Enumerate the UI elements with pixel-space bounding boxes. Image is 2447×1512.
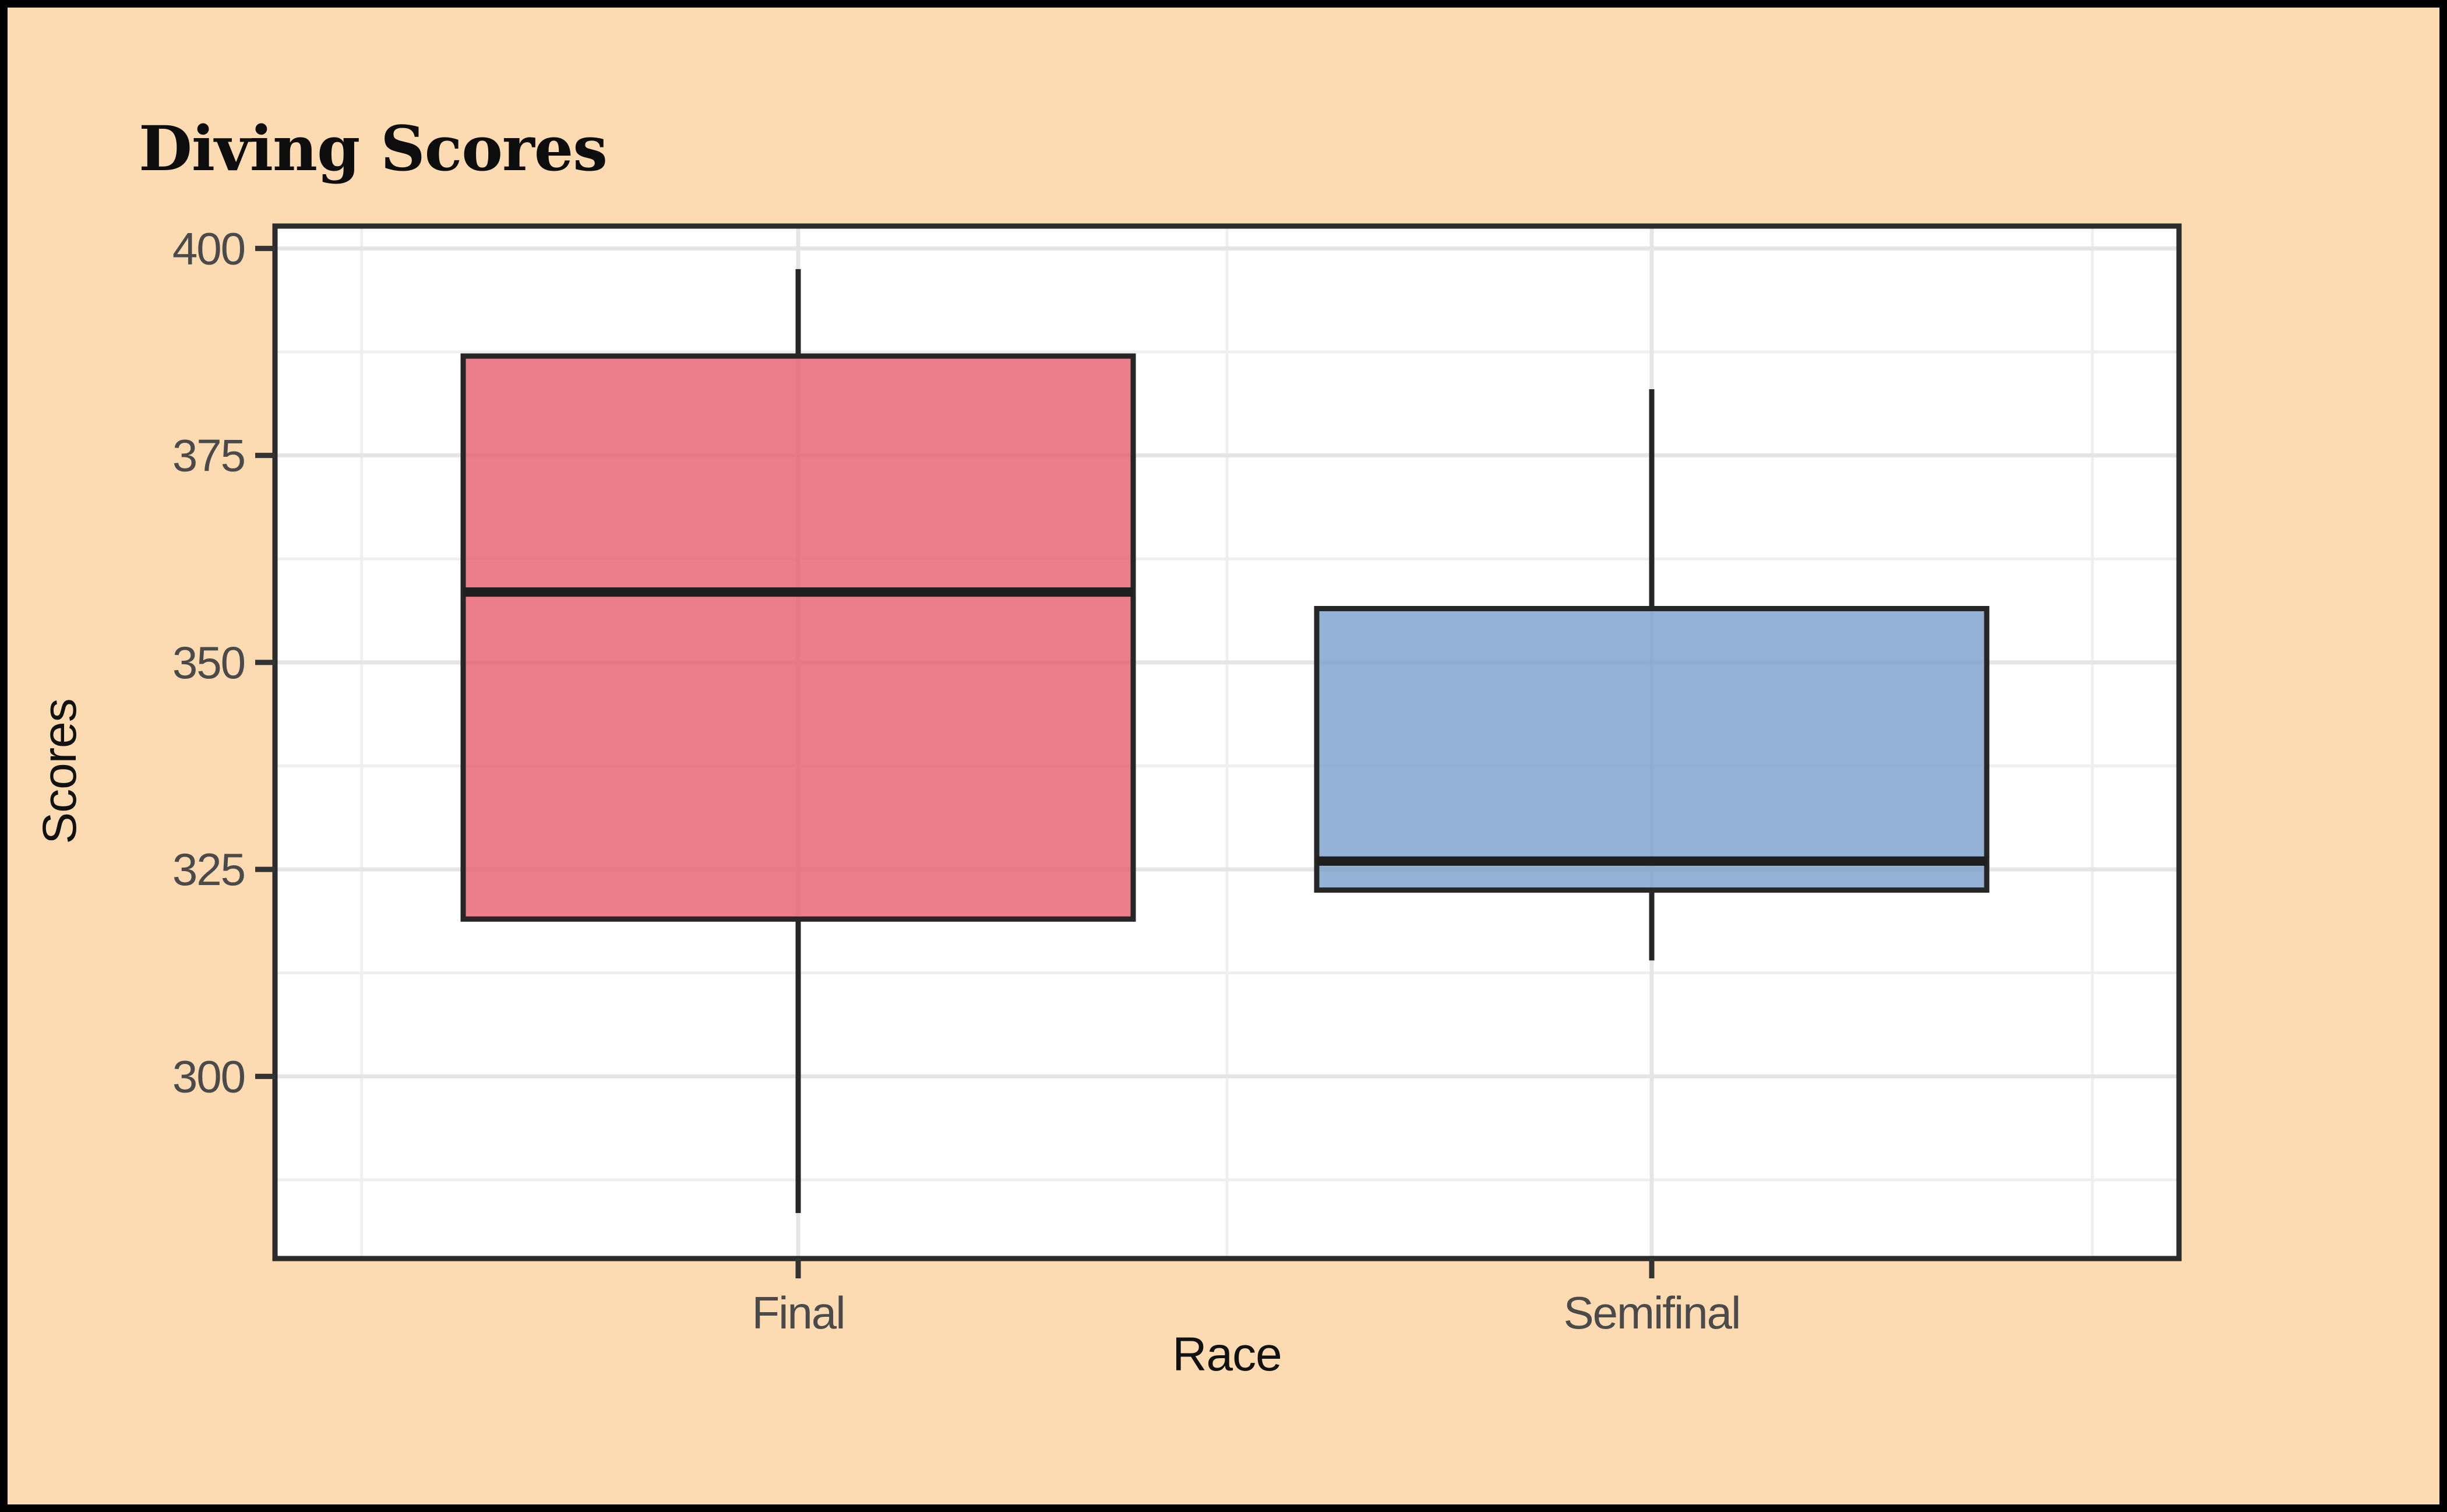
y-tick-label: 375 [172,430,245,481]
axis-tick-labels: 400 375 350 325 300 Final Semifinal [172,223,1741,1338]
y-axis-title: Scores [33,699,86,844]
box-semifinal [1314,389,1990,961]
gridlines-minor [275,226,2179,1259]
y-tick-label: 300 [172,1051,245,1102]
y-tick-label: 325 [172,844,245,895]
boxplot-boxes [460,269,1990,1213]
y-tick-label: 400 [172,223,245,274]
chart-title: Diving Scores [139,112,608,185]
x-tick-label: Final [752,1287,844,1338]
box-final [460,269,1136,1213]
axis-ticks [255,245,1655,1278]
iqr-box [460,353,1136,922]
x-tick-label: Semifinal [1564,1287,1740,1338]
iqr-box [1314,606,1990,893]
panel-border [272,223,2182,1261]
x-axis-title: Race [1172,1328,1281,1381]
y-tick-label: 350 [172,637,245,688]
panel-border-rect [272,223,2182,1261]
